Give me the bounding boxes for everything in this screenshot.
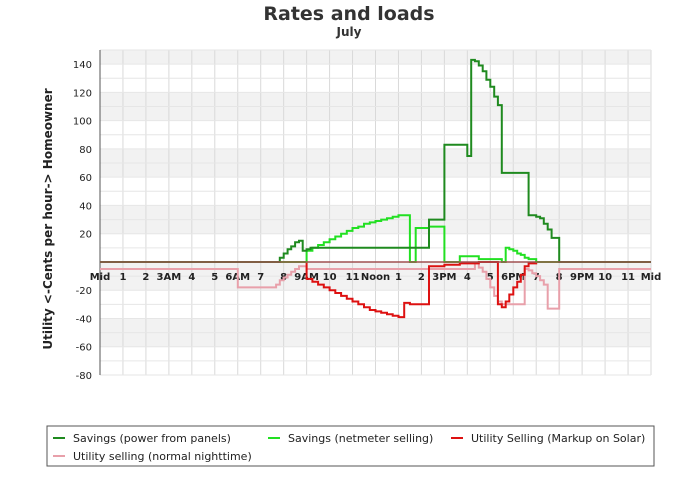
legend-box [46, 425, 655, 467]
chart-title: Rates and loads [263, 3, 434, 25]
series-line-0 [100, 58, 651, 263]
x-tick-label: 11 [621, 272, 635, 283]
x-tick-label: 6PM [501, 272, 525, 283]
series-line-1 [100, 214, 651, 263]
series-line-3 [100, 262, 651, 310]
y-tick-label: 20 [79, 230, 92, 241]
x-tick-label: 9PM [570, 272, 594, 283]
y-tick-label: -40 [76, 314, 92, 325]
legend: Savings (power from panels) Savings (netm… [46, 425, 655, 467]
legend-label-0: Savings (power from panels) [73, 432, 231, 445]
y-tick-label: -80 [76, 371, 92, 382]
legend-label-1: Savings (netmeter selling) [288, 432, 433, 445]
y-tick-label: 100 [73, 117, 92, 128]
y-axis-label: Utility <-Cents per hour-> Homeowner [41, 88, 55, 349]
x-tick-label: Noon [361, 272, 390, 283]
y-tick-label: 40 [79, 201, 92, 212]
x-tick-label: 2 [142, 272, 149, 283]
y-tick-label: 80 [79, 145, 92, 156]
x-tick-label: 1 [119, 272, 126, 283]
y-tick-label: 140 [73, 60, 92, 71]
x-tick-label: 5 [487, 272, 494, 283]
x-tick-label: 5 [211, 272, 218, 283]
x-tick-label: Mid [641, 272, 662, 283]
legend-label-2: Utility Selling (Markup on Solar) [471, 432, 645, 445]
x-tick-label: 10 [323, 272, 337, 283]
x-tick-label: 7 [533, 272, 540, 283]
x-tick-label: 1 [395, 272, 402, 283]
x-tick-label: 11 [346, 272, 360, 283]
x-tick-label: 10 [598, 272, 612, 283]
x-tick-label: 4 [188, 272, 195, 283]
y-tick-label: -20 [76, 286, 92, 297]
x-tick-label: 3AM [157, 272, 182, 283]
x-tick-label: 2 [418, 272, 425, 283]
y-tick-label: 60 [79, 173, 92, 184]
x-tick-label: 3PM [432, 272, 456, 283]
y-tick-label: 120 [73, 88, 92, 99]
legend-label-3: Utility selling (normal nighttime) [73, 450, 252, 463]
series-line-2 [100, 261, 651, 319]
x-tick-label: 4 [464, 272, 471, 283]
chart-subtitle: July [336, 25, 362, 39]
y-tick-label: -60 [76, 343, 92, 354]
x-tick-label: Mid [90, 272, 111, 283]
x-tick-label: 7 [257, 272, 264, 283]
